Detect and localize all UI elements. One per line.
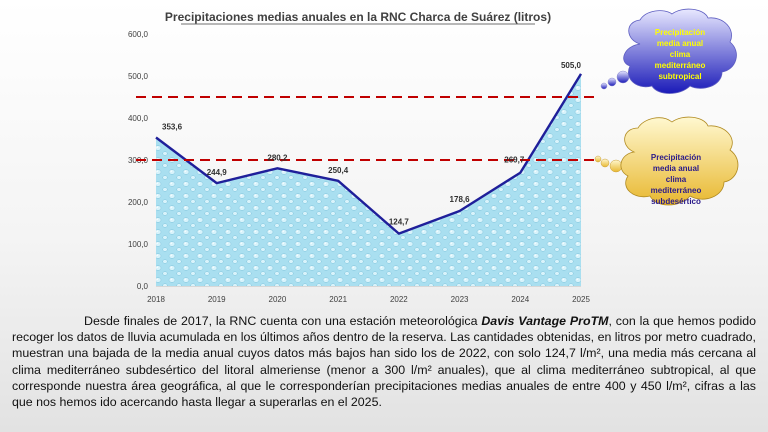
y-tick-label: 400,0 <box>128 114 149 123</box>
cloud-text-line: clima <box>666 175 687 184</box>
desc-part1: Desde finales de 2017, la RNC cuenta con… <box>84 314 482 328</box>
cloud-bubble <box>594 155 602 163</box>
x-tick-label: 2023 <box>451 295 469 304</box>
y-tick-label: 200,0 <box>128 198 149 207</box>
x-tick-label: 2018 <box>147 295 165 304</box>
data-label: 124,7 <box>389 218 410 227</box>
series-line <box>155 73 583 235</box>
desc-part2: , con la que hemos podido recoger los da… <box>12 314 756 410</box>
x-tick-label: 2020 <box>269 295 287 304</box>
cloud-bubble <box>600 82 608 90</box>
data-label: 250,4 <box>328 166 349 175</box>
x-tick-label: 2021 <box>329 295 347 304</box>
cloud-text-line: media anual <box>653 164 699 173</box>
data-label: 244,9 <box>207 168 228 177</box>
cloud-subtropical: Precipitación media anual clima mediterráne… <box>600 8 737 94</box>
data-label: 353,6 <box>162 122 183 131</box>
x-tick-label: 2025 <box>572 295 590 304</box>
cloud-bubble <box>607 77 617 87</box>
data-label: 280,2 <box>267 153 288 162</box>
data-label: 178,6 <box>450 195 471 204</box>
x-tick-label: 2024 <box>511 295 529 304</box>
reference-lines <box>136 96 596 161</box>
cloud-bubble <box>600 158 610 168</box>
x-tick-label: 2019 <box>208 295 226 304</box>
chart-title: Precipitaciones medias anuales en la RNC… <box>165 10 551 24</box>
cloud-bubble <box>616 70 630 84</box>
cloud-text-line: clima <box>670 50 691 59</box>
cloud-text-line: Precipitación <box>655 28 705 37</box>
data-label: 269,7 <box>504 156 525 165</box>
cloud-bubble <box>609 159 623 173</box>
description-paragraph: Desde finales de 2017, la RNC cuenta con… <box>12 313 756 410</box>
x-tick-label: 2022 <box>390 295 408 304</box>
y-tick-label: 600,0 <box>128 30 149 39</box>
y-tick-label: 0,0 <box>137 282 149 291</box>
cloud-shape <box>620 116 739 206</box>
cloud-subtropical-text: Precipitación media anual clima mediterráne… <box>655 28 706 81</box>
data-labels: 353,6 244,9 280,2 250,4 124,7 178,6 269,7 505,0 <box>162 61 582 227</box>
cloud-text-line: mediterráneo <box>651 186 702 195</box>
plot-area <box>155 73 583 287</box>
cloud-text-line: mediterráneo <box>655 61 706 70</box>
cloud-text-line: media anual <box>657 39 703 48</box>
area-fill <box>156 73 581 287</box>
cloud-text-line: subtropical <box>658 72 701 81</box>
x-axis: 2018 2019 2020 2021 2022 2023 2024 2025 <box>147 285 590 304</box>
cloud-shape <box>623 8 737 94</box>
cloud-subdesertico: Precipitación media anual clima mediterráne… <box>594 116 739 206</box>
cloud-text-line: Precipitación <box>651 153 701 162</box>
y-tick-label: 100,0 <box>128 240 149 249</box>
chart: Precipitaciones medias anuales en la RNC… <box>128 8 739 304</box>
data-label: 505,0 <box>561 61 582 70</box>
cloud-subdesertico-text: Precipitación media anual clima mediterráne… <box>651 153 702 206</box>
station-brand: Davis Vantage ProTM <box>481 314 609 328</box>
y-tick-label: 500,0 <box>128 72 149 81</box>
cloud-text-line: subdesértico <box>651 197 701 206</box>
